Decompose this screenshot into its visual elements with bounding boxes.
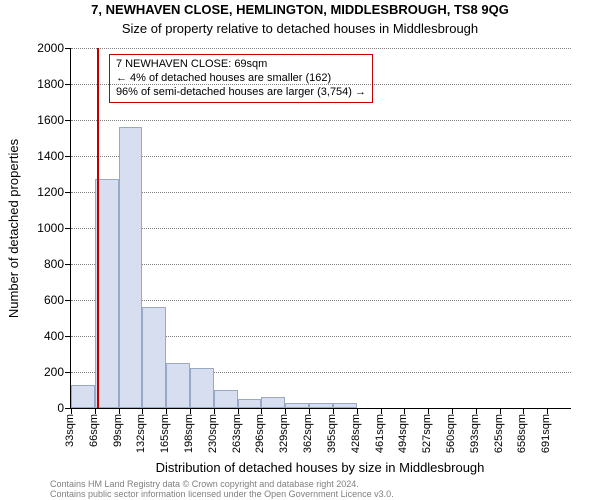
annotation-box: 7 NEWHAVEN CLOSE: 69sqm← 4% of detached … xyxy=(109,54,373,103)
x-tick-label: 230sqm xyxy=(207,414,219,453)
y-tick-label: 0 xyxy=(0,401,64,415)
gridline xyxy=(71,300,571,301)
footer-line-2: Contains public sector information licen… xyxy=(50,490,394,500)
y-tick-label: 200 xyxy=(0,365,64,379)
x-tick-label: 263sqm xyxy=(231,414,243,453)
histogram-bar xyxy=(190,368,214,408)
chart-title: 7, NEWHAVEN CLOSE, HEMLINGTON, MIDDLESBR… xyxy=(0,2,600,17)
histogram-bar xyxy=(285,403,309,408)
y-tick-label: 1600 xyxy=(0,113,64,127)
y-tick-label: 400 xyxy=(0,329,64,343)
y-tick-label: 1400 xyxy=(0,149,64,163)
x-tick-label: 527sqm xyxy=(421,414,433,453)
gridline xyxy=(71,192,571,193)
gridline xyxy=(71,120,571,121)
annotation-line: 96% of semi-detached houses are larger (… xyxy=(116,86,366,100)
histogram-bar xyxy=(309,403,333,408)
y-tick xyxy=(65,228,71,229)
y-tick-label: 1800 xyxy=(0,77,64,91)
annotation-line: ← 4% of detached houses are smaller (162… xyxy=(116,72,366,86)
y-tick-label: 1000 xyxy=(0,221,64,235)
gridline xyxy=(71,156,571,157)
histogram-bar xyxy=(142,307,166,408)
y-tick-label: 2000 xyxy=(0,41,64,55)
y-tick xyxy=(65,192,71,193)
chart-container: { "chart": { "type": "histogram", "title… xyxy=(0,0,600,500)
histogram-bar xyxy=(166,363,190,408)
x-tick-label: 66sqm xyxy=(88,414,100,447)
histogram-bar xyxy=(119,127,143,408)
y-tick-label: 600 xyxy=(0,293,64,307)
plot-area: 7 NEWHAVEN CLOSE: 69sqm← 4% of detached … xyxy=(70,48,571,409)
x-tick-label: 362sqm xyxy=(302,414,314,453)
chart-footer: Contains HM Land Registry data © Crown c… xyxy=(50,480,394,500)
x-tick-label: 560sqm xyxy=(445,414,457,453)
gridline xyxy=(71,48,571,49)
y-tick xyxy=(65,84,71,85)
x-tick-label: 395sqm xyxy=(326,414,338,453)
y-tick xyxy=(65,264,71,265)
x-tick-label: 165sqm xyxy=(159,414,171,453)
y-tick xyxy=(65,156,71,157)
x-tick-label: 691sqm xyxy=(540,414,552,453)
histogram-bar xyxy=(261,397,285,408)
y-tick xyxy=(65,300,71,301)
y-tick xyxy=(65,120,71,121)
x-tick-label: 296sqm xyxy=(254,414,266,453)
y-tick xyxy=(65,372,71,373)
x-axis-title: Distribution of detached houses by size … xyxy=(70,460,570,475)
x-tick-label: 625sqm xyxy=(493,414,505,453)
chart-subtitle: Size of property relative to detached ho… xyxy=(0,21,600,36)
histogram-bar xyxy=(238,399,262,408)
x-tick-label: 658sqm xyxy=(516,414,528,453)
gridline xyxy=(71,264,571,265)
y-tick-label: 1200 xyxy=(0,185,64,199)
y-tick xyxy=(65,336,71,337)
histogram-bar xyxy=(333,403,357,408)
property-marker-line xyxy=(97,48,99,408)
gridline xyxy=(71,228,571,229)
x-tick-label: 329sqm xyxy=(278,414,290,453)
annotation-line: 7 NEWHAVEN CLOSE: 69sqm xyxy=(116,58,366,72)
x-tick-label: 132sqm xyxy=(135,414,147,453)
x-tick-label: 428sqm xyxy=(350,414,362,453)
x-tick-label: 461sqm xyxy=(374,414,386,453)
histogram-bar xyxy=(71,385,95,408)
histogram-bar xyxy=(214,390,238,408)
x-axis-labels: 33sqm66sqm99sqm132sqm165sqm198sqm230sqm2… xyxy=(70,410,570,465)
x-tick-label: 99sqm xyxy=(112,414,124,447)
y-axis-labels: 0200400600800100012001400160018002000 xyxy=(0,48,64,408)
x-tick-label: 494sqm xyxy=(397,414,409,453)
x-tick-label: 198sqm xyxy=(183,414,195,453)
x-tick-label: 33sqm xyxy=(64,414,76,447)
x-tick-label: 593sqm xyxy=(469,414,481,453)
y-tick xyxy=(65,48,71,49)
y-tick-label: 800 xyxy=(0,257,64,271)
